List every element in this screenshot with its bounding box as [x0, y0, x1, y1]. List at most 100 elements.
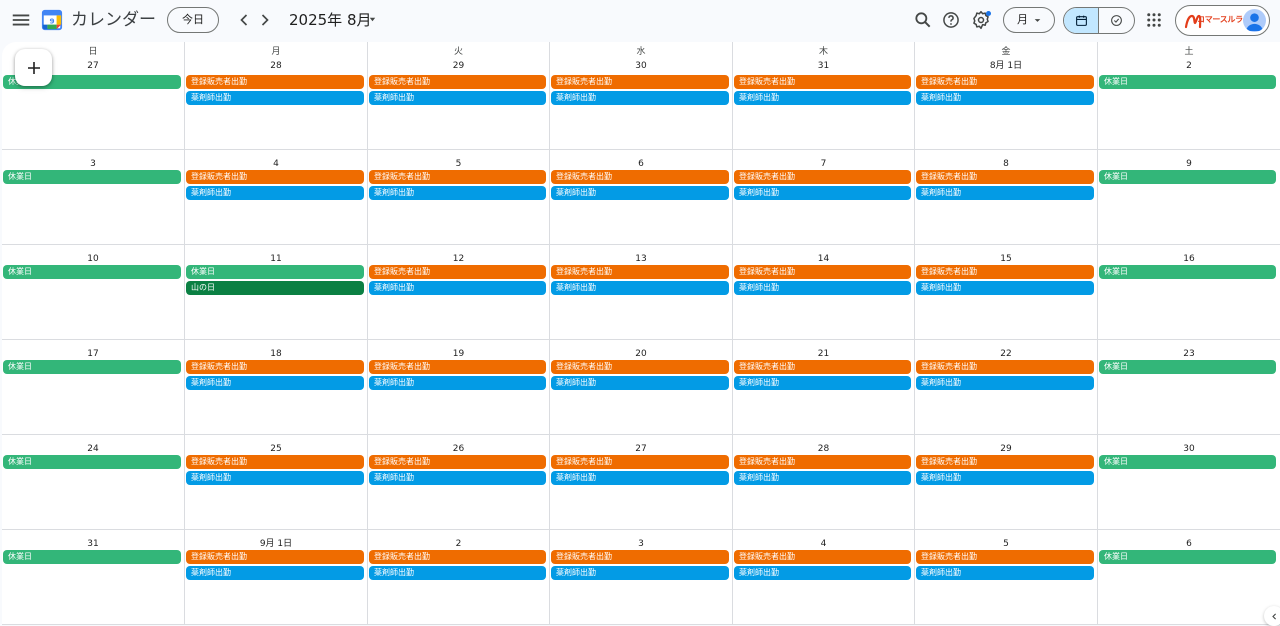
event-chip[interactable]: 薬剤師出勤	[551, 281, 729, 295]
day-cell[interactable]: 23 休業日	[1098, 340, 1280, 435]
day-number[interactable]: 30	[1183, 444, 1195, 454]
event-chip[interactable]: 休業日	[3, 360, 181, 374]
event-chip[interactable]: 休業日	[1099, 265, 1276, 279]
event-chip[interactable]: 登録販売者出勤	[186, 75, 364, 89]
day-number[interactable]: 5	[455, 159, 462, 169]
event-chip[interactable]: 登録販売者出勤	[916, 170, 1094, 184]
day-number[interactable]: 29	[452, 61, 465, 71]
day-cell[interactable]: 水 30 登録販売者出勤 薬剤師出勤	[550, 42, 733, 150]
event-chip[interactable]: 登録販売者出勤	[916, 455, 1094, 469]
event-chip[interactable]: 休業日	[1099, 360, 1276, 374]
day-cell[interactable]: 木 31 登録販売者出勤 薬剤師出勤	[733, 42, 915, 150]
day-cell[interactable]: 18 登録販売者出勤 薬剤師出勤	[185, 340, 368, 435]
day-number[interactable]: 2	[1186, 61, 1192, 71]
day-cell[interactable]: 5 登録販売者出勤 薬剤師出勤	[915, 530, 1098, 625]
day-number[interactable]: 27	[635, 444, 647, 454]
day-number[interactable]: 17	[87, 349, 99, 359]
event-chip[interactable]: 休業日	[3, 170, 181, 184]
event-chip[interactable]: 休業日	[3, 455, 181, 469]
event-chip[interactable]: 薬剤師出勤	[186, 91, 364, 105]
event-chip[interactable]: 登録販売者出勤	[369, 75, 546, 89]
event-chip[interactable]: 薬剤師出勤	[369, 186, 546, 200]
event-chip[interactable]: 薬剤師出勤	[916, 471, 1094, 485]
event-chip[interactable]: 薬剤師出勤	[551, 566, 729, 580]
day-number[interactable]: 13	[635, 254, 647, 264]
day-cell[interactable]: 3 休業日	[2, 150, 185, 245]
event-chip[interactable]: 薬剤師出勤	[734, 91, 911, 105]
event-chip[interactable]: 薬剤師出勤	[916, 376, 1094, 390]
day-number[interactable]: 5	[1003, 539, 1009, 549]
day-number[interactable]: 25	[270, 444, 282, 454]
day-cell[interactable]: 6 登録販売者出勤 薬剤師出勤	[550, 150, 733, 245]
event-chip[interactable]: 薬剤師出勤	[916, 566, 1094, 580]
event-chip[interactable]: 登録販売者出勤	[916, 75, 1094, 89]
day-number[interactable]: 6	[638, 159, 644, 169]
event-chip[interactable]: 薬剤師出勤	[734, 281, 911, 295]
day-cell[interactable]: 12 登録販売者出勤 薬剤師出勤	[368, 245, 550, 340]
event-chip[interactable]: 薬剤師出勤	[551, 376, 729, 390]
day-number[interactable]: 14	[817, 254, 830, 264]
event-chip[interactable]: 薬剤師出勤	[369, 281, 546, 295]
event-chip[interactable]: 登録販売者出勤	[369, 265, 546, 279]
event-chip[interactable]: 休業日	[3, 265, 181, 279]
event-chip[interactable]: 登録販売者出勤	[551, 265, 729, 279]
event-chip[interactable]: 登録販売者出勤	[369, 170, 546, 184]
day-number[interactable]: 18	[270, 349, 282, 359]
day-cell[interactable]: 6 休業日	[1098, 530, 1280, 625]
day-cell[interactable]: 月 28 登録販売者出勤 薬剤師出勤	[185, 42, 368, 150]
day-number[interactable]: 20	[635, 349, 647, 359]
day-cell[interactable]: 29 登録販売者出勤 薬剤師出勤	[915, 435, 1098, 530]
day-cell[interactable]: 16 休業日	[1098, 245, 1280, 340]
day-cell[interactable]: 19 登録販売者出勤 薬剤師出勤	[368, 340, 550, 435]
event-chip[interactable]: 登録販売者出勤	[551, 170, 729, 184]
day-number[interactable]: 30	[635, 61, 647, 71]
event-chip[interactable]: 休業日	[3, 550, 181, 564]
day-cell[interactable]: 5 登録販売者出勤 薬剤師出勤	[368, 150, 550, 245]
event-chip[interactable]: 薬剤師出勤	[369, 471, 546, 485]
event-chip[interactable]: 薬剤師出勤	[734, 471, 911, 485]
day-cell[interactable]: 21 登録販売者出勤 薬剤師出勤	[733, 340, 915, 435]
day-number[interactable]: 15	[1000, 254, 1012, 264]
create-button[interactable]	[15, 49, 52, 86]
event-chip[interactable]: 休業日	[1099, 170, 1276, 184]
event-chip[interactable]: 登録販売者出勤	[734, 455, 911, 469]
event-chip[interactable]: 休業日	[1099, 550, 1276, 564]
day-number[interactable]: 7	[820, 159, 827, 169]
day-cell[interactable]: 24 休業日	[2, 435, 185, 530]
day-cell[interactable]: 9月 1日 登録販売者出勤 薬剤師出勤	[185, 530, 368, 625]
side-panel-toggle[interactable]	[1264, 606, 1280, 626]
day-cell[interactable]: 27 登録販売者出勤 薬剤師出勤	[550, 435, 733, 530]
caret-down-icon[interactable]	[368, 15, 377, 24]
event-chip[interactable]: 登録販売者出勤	[186, 455, 364, 469]
day-number[interactable]: 8	[1003, 159, 1009, 169]
day-number[interactable]: 19	[452, 349, 465, 359]
day-number[interactable]: 3	[90, 159, 96, 169]
day-cell[interactable]: 20 登録販売者出勤 薬剤師出勤	[550, 340, 733, 435]
day-cell[interactable]: 4 登録販売者出勤 薬剤師出勤	[185, 150, 368, 245]
event-chip[interactable]: 登録販売者出勤	[734, 360, 911, 374]
calendar-view-toggle[interactable]	[1064, 8, 1100, 33]
day-cell[interactable]: 15 登録販売者出勤 薬剤師出勤	[915, 245, 1098, 340]
event-chip[interactable]: 登録販売者出勤	[551, 455, 729, 469]
event-chip[interactable]: 休業日	[186, 265, 364, 279]
event-chip[interactable]: 薬剤師出勤	[186, 376, 364, 390]
day-cell[interactable]: 7 登録販売者出勤 薬剤師出勤	[733, 150, 915, 245]
day-cell[interactable]: 31 休業日	[2, 530, 185, 625]
day-number[interactable]: 16	[1183, 254, 1195, 264]
day-cell[interactable]: 26 登録販売者出勤 薬剤師出勤	[368, 435, 550, 530]
chevron-left-icon[interactable]	[234, 10, 254, 30]
event-chip[interactable]: 薬剤師出勤	[186, 566, 364, 580]
day-cell[interactable]: 14 登録販売者出勤 薬剤師出勤	[733, 245, 915, 340]
day-number[interactable]: 31	[817, 61, 830, 71]
event-chip[interactable]: 薬剤師出勤	[916, 281, 1094, 295]
day-cell[interactable]: 2 登録販売者出勤 薬剤師出勤	[368, 530, 550, 625]
day-cell[interactable]: 10 休業日	[2, 245, 185, 340]
day-number[interactable]: 9月 1日	[259, 539, 293, 549]
day-number[interactable]: 2	[455, 539, 462, 549]
day-number[interactable]: 11	[270, 254, 282, 264]
day-cell[interactable]: 土 2 休業日	[1098, 42, 1280, 150]
event-chip[interactable]: 薬剤師出勤	[916, 186, 1094, 200]
event-chip[interactable]: 登録販売者出勤	[734, 75, 911, 89]
day-cell[interactable]: 11 休業日 山の日	[185, 245, 368, 340]
day-number[interactable]: 27	[87, 61, 99, 71]
